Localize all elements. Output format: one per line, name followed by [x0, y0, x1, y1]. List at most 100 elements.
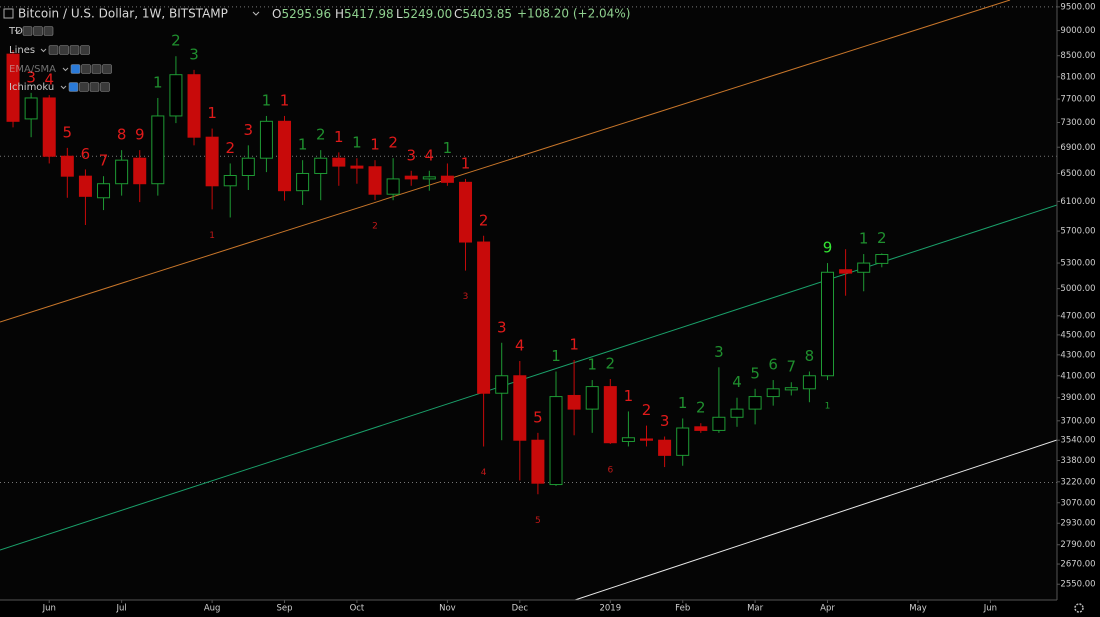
- indicator-button[interactable]: [69, 45, 80, 55]
- dropdown-icon[interactable]: [40, 48, 47, 53]
- x-tick-label: May: [909, 604, 927, 614]
- x-tick-label: Sep: [277, 604, 293, 614]
- indicator-button[interactable]: [22, 26, 33, 36]
- setup-count: 1: [461, 154, 471, 172]
- candle-body: [368, 166, 382, 195]
- indicator-button[interactable]: [80, 45, 90, 55]
- candle-body: [748, 396, 762, 410]
- indicator-button[interactable]: [91, 64, 102, 74]
- candle-body: [640, 438, 654, 441]
- value: 5249.00: [403, 7, 453, 21]
- y-tick-label: 8500.00: [1060, 51, 1095, 61]
- dropdown-icon[interactable]: [62, 67, 69, 72]
- candle-body: [730, 408, 744, 418]
- dropdown-icon[interactable]: [252, 11, 260, 16]
- y-tick-label: 4500.00: [1060, 330, 1095, 340]
- settings-icon[interactable]: [1074, 603, 1084, 613]
- dropdown-icon[interactable]: [60, 85, 67, 90]
- candle-body: [513, 375, 527, 441]
- candle-body: [187, 74, 201, 138]
- x-tick-label: Jul: [115, 604, 126, 614]
- candle-body: [658, 439, 672, 456]
- indicator-button[interactable]: [70, 64, 81, 74]
- dropdown-icon[interactable]: [14, 29, 21, 34]
- indicator-button[interactable]: [81, 64, 91, 74]
- indicator-list: TD Lines EMA/SMA Ichimoku: [8, 26, 112, 93]
- countdown-count: 2: [372, 222, 378, 232]
- y-tick-label: 3700.00: [1060, 416, 1095, 426]
- candle-body: [223, 174, 237, 187]
- candle-body: [386, 178, 400, 195]
- setup-count: 4: [732, 373, 742, 391]
- setup-count: 4: [515, 337, 525, 355]
- ohlc: C5403.85: [454, 7, 512, 21]
- indicator-button[interactable]: [43, 26, 54, 36]
- candle-body: [60, 155, 74, 177]
- setup-count: 1: [153, 73, 163, 91]
- label: L: [396, 7, 403, 21]
- setup-count: 5: [533, 408, 543, 426]
- indicator-button[interactable]: [68, 82, 79, 92]
- setup-count: 3: [660, 412, 670, 430]
- candle-body: [676, 427, 690, 456]
- y-tick-label: 3220.00: [1060, 477, 1095, 487]
- y-tick-label: 3380.00: [1060, 456, 1095, 466]
- candle-body: [839, 269, 853, 274]
- indicator-name[interactable]: Ichimoku: [9, 82, 54, 93]
- setup-count: 3: [406, 146, 416, 164]
- candle-body: [404, 175, 418, 180]
- setup-count: 2: [479, 211, 489, 229]
- candle-body: [422, 176, 436, 180]
- indicator-button[interactable]: [59, 45, 69, 55]
- candle-body: [350, 165, 364, 169]
- x-tick-label: Dec: [512, 604, 529, 614]
- setup-count: 7: [99, 152, 109, 170]
- x-tick-label: Feb: [675, 604, 690, 614]
- candle-body: [821, 271, 835, 377]
- y-tick-label: 5000.00: [1060, 284, 1095, 294]
- indicator-name[interactable]: TD: [8, 26, 23, 37]
- collapse-icon[interactable]: [3, 8, 14, 19]
- candle-body: [205, 136, 219, 187]
- y-tick-label: 6100.00: [1060, 197, 1095, 207]
- setup-count: 1: [859, 230, 869, 248]
- countdown-count: 1: [825, 402, 831, 412]
- setup-count: 2: [316, 126, 326, 144]
- indicator-button[interactable]: [100, 82, 110, 92]
- setup-count: 3: [497, 318, 507, 336]
- candle-body: [784, 387, 798, 391]
- setup-count: 9: [135, 126, 145, 144]
- candle-body: [857, 262, 871, 273]
- candle-body: [296, 172, 310, 192]
- setup-count: 2: [696, 399, 706, 417]
- candle-body: [802, 375, 816, 390]
- x-tick-label: Apr: [820, 604, 835, 614]
- setup-count: 2: [388, 134, 398, 152]
- indicator-name[interactable]: Lines: [9, 45, 35, 56]
- candle-body: [24, 97, 38, 120]
- x-tick-label: Mar: [747, 604, 764, 614]
- indicator-button[interactable]: [102, 64, 112, 74]
- x-tick-label: Jun: [42, 604, 56, 614]
- candle-body: [549, 396, 563, 486]
- indicator-button[interactable]: [33, 26, 43, 36]
- candle-body: [169, 74, 183, 117]
- indicator-button[interactable]: [48, 45, 59, 55]
- setup-count: 3: [26, 68, 36, 86]
- y-tick-label: 8100.00: [1060, 72, 1095, 82]
- candle-body: [459, 181, 473, 243]
- time-axis: [0, 600, 1100, 617]
- value: 5295.96: [281, 7, 331, 21]
- indicator-button[interactable]: [79, 82, 89, 92]
- indicator-button[interactable]: [89, 82, 100, 92]
- indicator-name[interactable]: EMA/SMA: [9, 64, 56, 75]
- y-tick-label: 2930.00: [1060, 519, 1095, 529]
- setup-count: 7: [787, 358, 797, 376]
- label: O: [272, 7, 281, 21]
- setup-count: 5: [750, 364, 760, 382]
- setup-count: 2: [225, 139, 235, 157]
- y-tick-label: 2550.00: [1060, 580, 1095, 590]
- setup-count: 1: [280, 91, 290, 109]
